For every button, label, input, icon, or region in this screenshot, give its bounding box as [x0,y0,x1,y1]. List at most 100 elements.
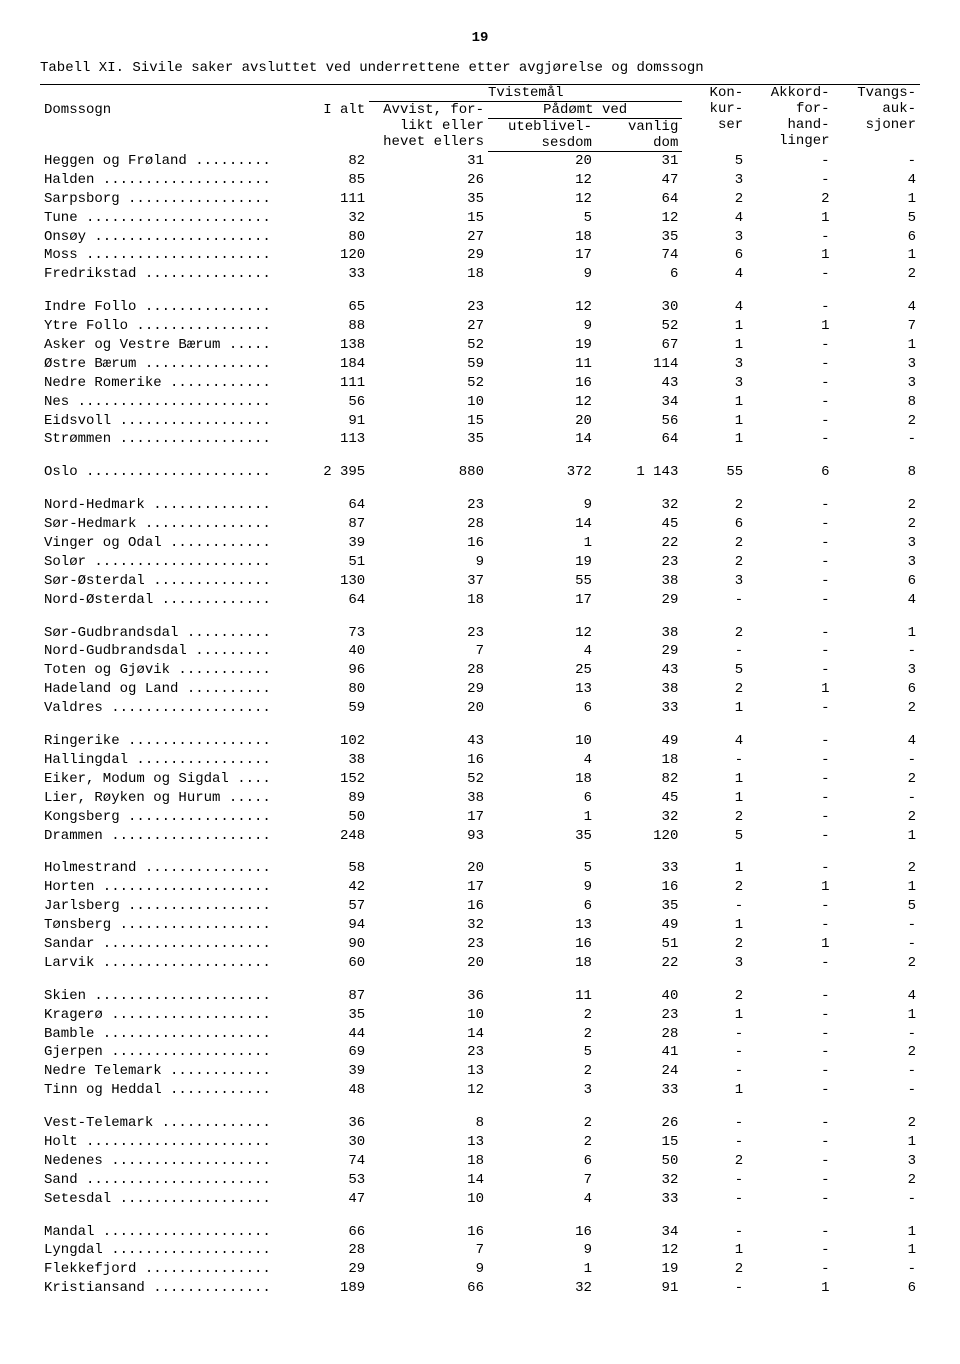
table-row: Tønsberg ..................943213491-- [40,916,920,935]
cell: - [834,1062,920,1081]
cell: 2 [682,190,747,209]
cell: 2 [488,1133,596,1152]
cell: 3 [834,1152,920,1171]
cell: 20 [488,152,596,171]
cell: 11 [488,355,596,374]
cell: 64 [294,591,370,610]
cell: 48 [294,1081,370,1100]
cell: 29 [369,246,488,265]
row-label: Solør ..................... [40,553,294,572]
cell: 23 [369,496,488,515]
cell: - [747,1223,833,1242]
table-row: Jarlsberg .................5716635--5 [40,897,920,916]
cell: 23 [596,553,682,572]
cell: 20 [369,954,488,973]
table-row: Solør .....................51919232-3 [40,553,920,572]
cell: 59 [369,355,488,374]
table-row: Ytre Follo ................8827952117 [40,317,920,336]
cell: 1 [488,808,596,827]
table-row: Kristiansand ..............189663291-16 [40,1279,920,1298]
table-row: Nes .......................561012341-8 [40,393,920,412]
cell: 3 [834,355,920,374]
cell: 10 [369,1006,488,1025]
table-row: Horten ....................4217916211 [40,878,920,897]
header-padomt: Pådømt ved [488,102,682,119]
cell: - [747,515,833,534]
cell: 16 [488,935,596,954]
table-row: Holmestrand ...............58205331-2 [40,859,920,878]
cell: 12 [488,393,596,412]
cell: 2 [834,412,920,431]
cell: 2 [834,1043,920,1062]
cell: 65 [294,298,370,317]
table-row: Tune ......................3215512415 [40,209,920,228]
cell: 12 [596,1241,682,1260]
table-row: Ringerike .................1024310494-4 [40,732,920,751]
header-utebliv: uteblivel-sesdom [488,119,596,152]
cell: 9 [488,878,596,897]
cell: 23 [369,298,488,317]
cell: 85 [294,171,370,190]
cell: 22 [596,954,682,973]
cell: 96 [294,661,370,680]
cell: 4 [682,298,747,317]
cell: 184 [294,355,370,374]
cell: 372 [488,463,596,482]
cell: 3 [682,572,747,591]
cell: 1 [834,1223,920,1242]
cell: 1 [682,412,747,431]
row-label: Sør-Gudbrandsdal .......... [40,624,294,643]
cell: 58 [294,859,370,878]
row-label: Eidsvoll .................. [40,412,294,431]
cell: 6 [488,897,596,916]
cell: 13 [369,1062,488,1081]
cell: - [747,1062,833,1081]
table-row: Heggen og Frøland .........823120315-- [40,152,920,171]
row-label: Sandar .................... [40,935,294,954]
cell: 9 [488,496,596,515]
cell: 12 [488,190,596,209]
cell: - [747,152,833,171]
cell: 1 [488,1260,596,1279]
cell: 20 [369,699,488,718]
cell: - [747,661,833,680]
cell: 82 [294,152,370,171]
cell: 1 [747,680,833,699]
row-label: Holt ...................... [40,1133,294,1152]
row-label: Eiker, Modum og Sigdal .... [40,770,294,789]
row-label: Tinn og Heddal ............ [40,1081,294,1100]
row-label: Østre Bærum ............... [40,355,294,374]
cell: 1 [834,1133,920,1152]
cell: 18 [369,265,488,284]
cell: 66 [294,1223,370,1242]
cell: 3 [834,553,920,572]
cell: 55 [488,572,596,591]
table-row: Nedre Romerike ............1115216433-3 [40,374,920,393]
cell: 6 [834,1279,920,1298]
cell: 27 [369,317,488,336]
row-label: Holmestrand ............... [40,859,294,878]
cell: 4 [834,732,920,751]
cell: 51 [596,935,682,954]
row-label: Sand ...................... [40,1171,294,1190]
cell: 2 [682,534,747,553]
cell: 4 [834,987,920,1006]
cell: 89 [294,789,370,808]
header-vanlig: vanligdom [596,119,682,152]
table-row: Strømmen ..................1133514641-- [40,430,920,449]
cell: - [747,751,833,770]
cell: 80 [294,680,370,699]
row-label: Ringerike ................. [40,732,294,751]
table-row: Flekkefjord ...............2991192-- [40,1260,920,1279]
cell: 3 [488,1081,596,1100]
table-row: Lyngdal ...................2879121-1 [40,1241,920,1260]
row-label: Setesdal .................. [40,1190,294,1209]
cell: 14 [488,430,596,449]
cell: 39 [294,1062,370,1081]
header-avvist: Avvist, for-likt ellerhevet ellers [369,102,488,152]
cell: 2 [834,515,920,534]
cell: 44 [294,1025,370,1044]
cell: 3 [682,171,747,190]
table-row: Larvik ....................602018223-2 [40,954,920,973]
table-row: Vest-Telemark .............368226--2 [40,1114,920,1133]
